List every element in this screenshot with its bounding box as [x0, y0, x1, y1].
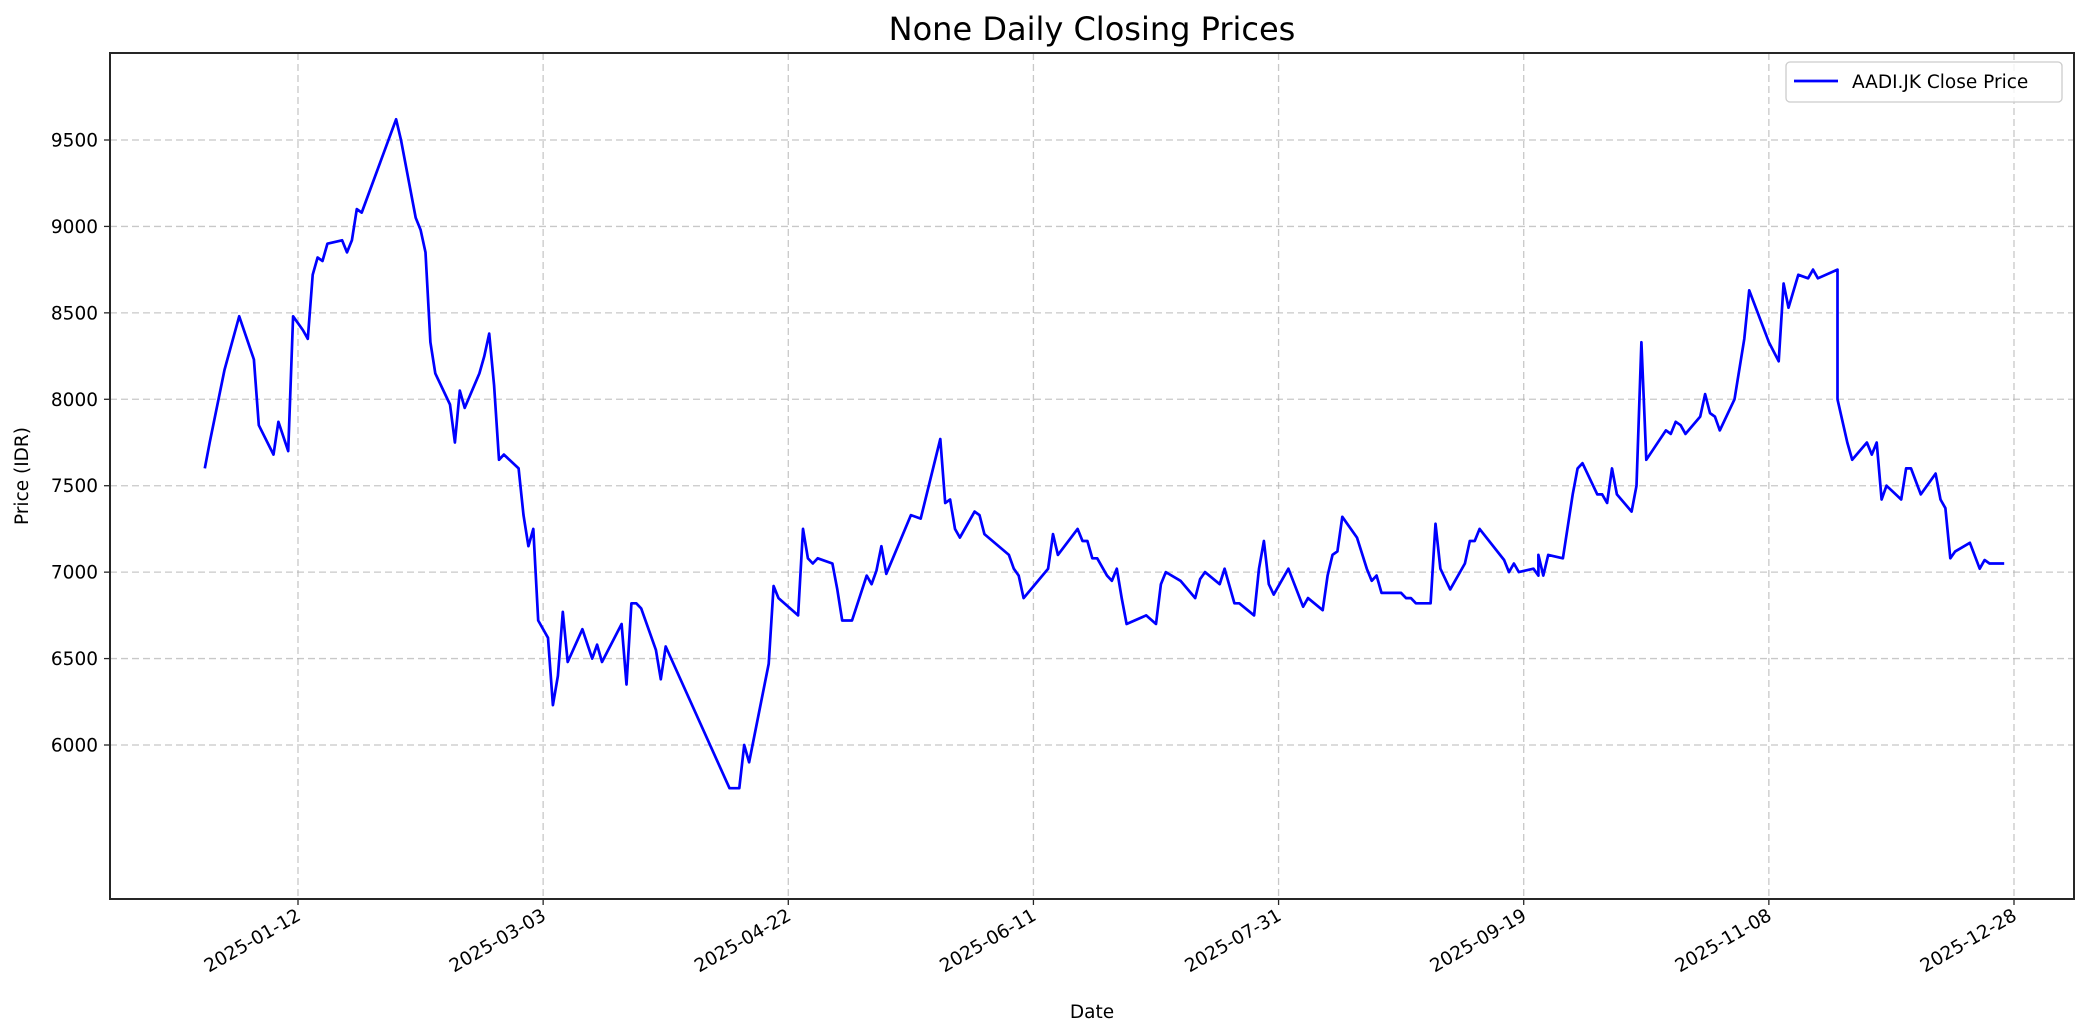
- y-tick-label: 9000: [51, 217, 98, 238]
- x-axis-label: Date: [1070, 1002, 1114, 1023]
- y-tick-label: 6500: [51, 649, 98, 670]
- data-series: [203, 117, 2005, 790]
- y-tick-label: 6000: [51, 736, 98, 757]
- y-tick-label: 7000: [51, 563, 98, 584]
- y-tick-label: 8500: [51, 303, 98, 324]
- chart-title: None Daily Closing Prices: [889, 10, 1296, 48]
- legend-box: [1785, 61, 2063, 103]
- y-tick-label: 9500: [51, 131, 98, 152]
- price-line: [203, 117, 2005, 790]
- y-axis-label: Price (IDR): [12, 427, 33, 525]
- y-tick-label: 8000: [51, 390, 98, 411]
- legend: AADI.JK Close Price: [1785, 61, 2063, 103]
- grid-lines: [110, 53, 2074, 899]
- legend-label: AADI.JK Close Price: [1852, 72, 2028, 93]
- y-tick-label: 7500: [51, 476, 98, 497]
- y-axis: 6000 6500 7000 7500 8000 8500 9000 9500: [51, 131, 110, 757]
- plot-frame: [109, 52, 2075, 900]
